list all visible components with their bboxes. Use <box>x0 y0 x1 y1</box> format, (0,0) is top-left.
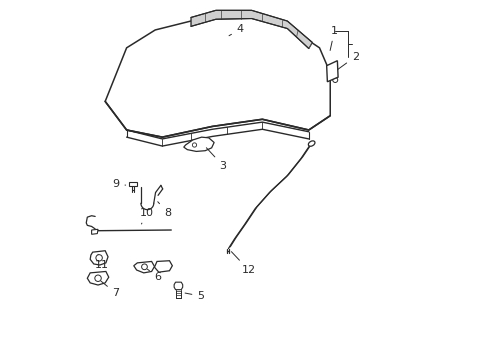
Circle shape <box>96 255 102 261</box>
Polygon shape <box>91 229 98 234</box>
Polygon shape <box>129 182 137 186</box>
Polygon shape <box>154 261 172 272</box>
Polygon shape <box>90 251 108 265</box>
Text: 7: 7 <box>101 281 119 298</box>
Text: 11: 11 <box>94 254 108 270</box>
Circle shape <box>330 72 335 77</box>
Text: 12: 12 <box>231 252 255 275</box>
Polygon shape <box>190 10 312 49</box>
Circle shape <box>95 275 101 282</box>
Text: 3: 3 <box>206 148 226 171</box>
Circle shape <box>328 66 334 71</box>
Polygon shape <box>134 261 154 273</box>
Polygon shape <box>105 16 329 137</box>
Text: 8: 8 <box>158 202 171 218</box>
Circle shape <box>332 77 337 82</box>
Text: 4: 4 <box>228 24 243 36</box>
Text: 1: 1 <box>329 26 337 50</box>
Polygon shape <box>183 137 214 152</box>
Text: 5: 5 <box>184 291 204 301</box>
Text: 2: 2 <box>335 52 358 71</box>
Circle shape <box>142 264 147 270</box>
Polygon shape <box>326 61 337 82</box>
Text: 10: 10 <box>140 208 154 224</box>
Ellipse shape <box>308 141 314 146</box>
Circle shape <box>192 143 196 147</box>
Polygon shape <box>174 282 183 290</box>
Text: 9: 9 <box>112 179 125 189</box>
Text: 6: 6 <box>147 269 161 282</box>
Polygon shape <box>87 271 108 285</box>
